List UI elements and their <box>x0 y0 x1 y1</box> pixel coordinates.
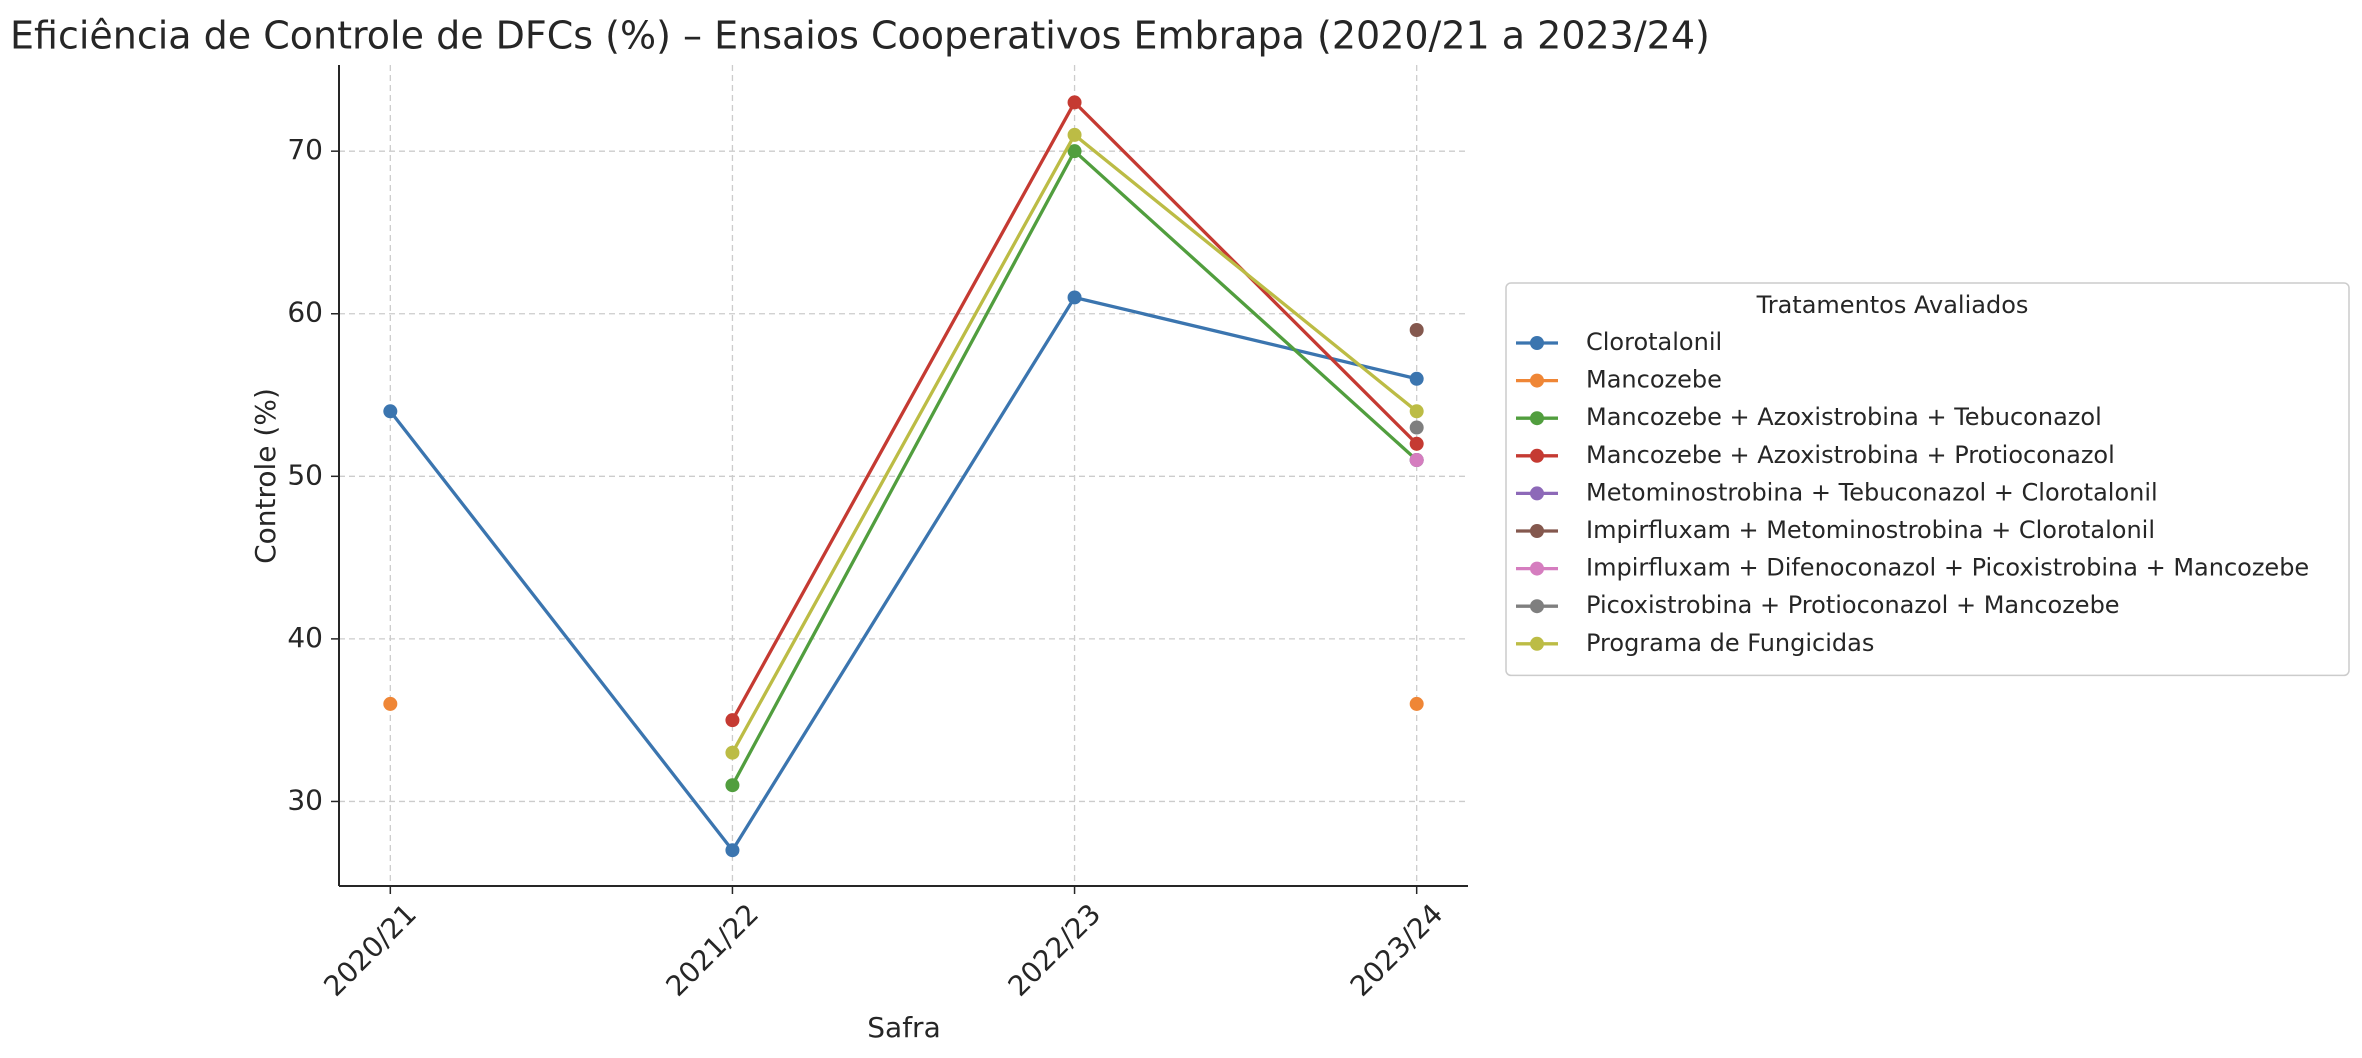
y-tick-label: 60 <box>287 296 323 329</box>
y-axis-label: Controle (%) <box>249 388 282 564</box>
x-tick-label: 2021/22 <box>659 897 765 1003</box>
x-tick-label: 2023/24 <box>1344 897 1450 1003</box>
data-point <box>1409 322 1424 337</box>
data-point <box>1409 404 1424 419</box>
x-axis-label: Safra <box>867 1011 940 1044</box>
data-point <box>725 713 740 728</box>
series-line <box>389 295 1418 852</box>
y-tick-label: 50 <box>287 458 323 491</box>
data-point <box>1409 436 1424 451</box>
data-point <box>1409 420 1424 435</box>
data-point <box>1067 127 1082 142</box>
y-tick-label: 40 <box>287 621 323 654</box>
legend-marker <box>1530 448 1544 463</box>
data-point <box>1409 696 1424 711</box>
data-point <box>725 778 740 793</box>
legend-marker <box>1530 561 1544 576</box>
data-point <box>383 696 398 711</box>
legend-marker <box>1530 636 1544 651</box>
legend-label: Mancozebe <box>1586 366 1722 394</box>
data-point <box>725 745 740 760</box>
x-tick-label: 2022/23 <box>1002 897 1108 1003</box>
legend-marker <box>1530 373 1544 388</box>
legend-marker <box>1530 411 1544 426</box>
legend-marker <box>1530 336 1544 350</box>
y-tick-label: 70 <box>287 133 323 166</box>
legend-title: Tratamentos Avaliados <box>1756 291 2029 319</box>
data-point <box>1067 144 1082 159</box>
data-point <box>383 404 398 419</box>
y-tick-label: 30 <box>287 783 323 816</box>
legend-label: Programa de Fungicidas <box>1586 629 1874 657</box>
data-point <box>1067 290 1082 305</box>
legend-marker <box>1530 599 1544 614</box>
legend-label: Mancozebe + Azoxistrobina + Protioconazo… <box>1586 441 2115 469</box>
legend-marker <box>1530 486 1544 501</box>
legend-label: Metominostrobina + Tebuconazol + Clorota… <box>1586 478 2158 506</box>
legend-label: Picoxistrobina + Protioconazol + Mancoze… <box>1586 591 2120 619</box>
legend-label: Clorotalonil <box>1586 328 1722 356</box>
data-point <box>1409 453 1424 468</box>
chart-title: Eficiência de Controle de DFCs (%) – Ens… <box>10 14 1710 58</box>
legend-marker <box>1530 524 1544 538</box>
legend-box <box>1505 282 2350 677</box>
legend-label: Mancozebe + Azoxistrobina + Tebuconazol <box>1586 403 2102 431</box>
data-point <box>725 843 740 858</box>
x-tick-label: 2020/21 <box>317 897 423 1003</box>
data-point <box>1067 95 1082 110</box>
legend-label: Impirfluxam + Metominostrobina + Clorota… <box>1586 516 2155 544</box>
legend-label: Impirfluxam + Difenoconazol + Picoxistro… <box>1586 554 2309 582</box>
data-point <box>1409 371 1424 386</box>
